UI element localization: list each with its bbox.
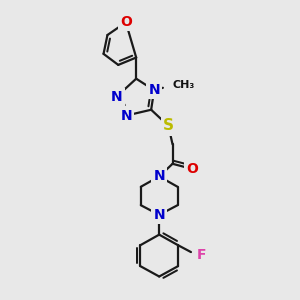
Text: N: N (148, 83, 160, 97)
Text: O: O (120, 15, 132, 29)
Text: F: F (197, 248, 207, 262)
Text: N: N (153, 169, 165, 183)
Text: CH₃: CH₃ (172, 80, 195, 90)
Text: S: S (163, 118, 174, 133)
Text: N: N (121, 109, 132, 122)
Text: N: N (111, 90, 122, 104)
Text: O: O (186, 162, 198, 176)
Text: N: N (153, 208, 165, 222)
